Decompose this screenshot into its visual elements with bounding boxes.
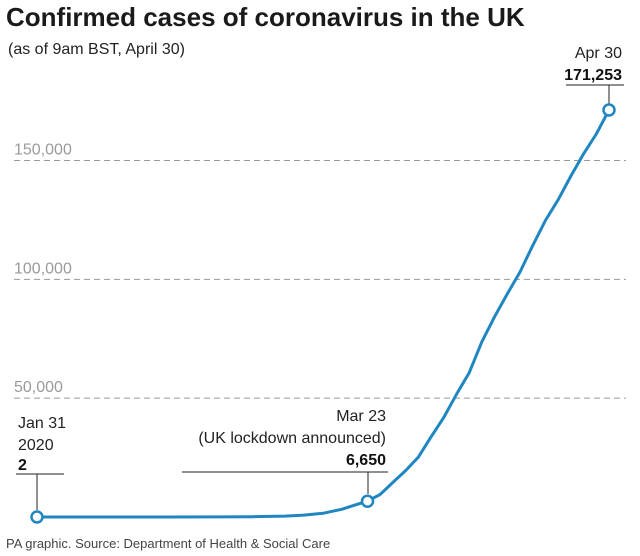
y-tick-labels: 50,000 100,000 150,000 — [14, 142, 72, 397]
lockdown-note-label: (UK lockdown announced) — [198, 430, 386, 447]
gridlines — [14, 160, 626, 399]
y-tick-label: 100,000 — [14, 260, 72, 277]
lockdown-value-label: 6,650 — [346, 452, 386, 469]
chart-subtitle: (as of 9am BST, April 30) — [8, 41, 185, 58]
end-date-label: Apr 30 — [575, 45, 622, 62]
series-line — [35, 108, 611, 519]
lockdown-point-marker — [360, 494, 375, 508]
end-point-marker — [602, 103, 616, 117]
end-value-label: 171,253 — [564, 67, 622, 84]
start-year-label: 2020 — [18, 437, 54, 454]
start-value-label: 2 — [18, 457, 27, 474]
source-note: PA graphic. Source: Department of Health… — [6, 536, 330, 551]
y-tick-label: 150,000 — [14, 142, 72, 159]
y-tick-label: 50,000 — [14, 379, 63, 396]
start-date-label: Jan 31 — [18, 415, 66, 432]
start-point-marker — [30, 510, 44, 524]
lockdown-date-label: Mar 23 — [336, 408, 386, 425]
chart-title: Confirmed cases of coronavirus in the UK — [6, 2, 525, 32]
